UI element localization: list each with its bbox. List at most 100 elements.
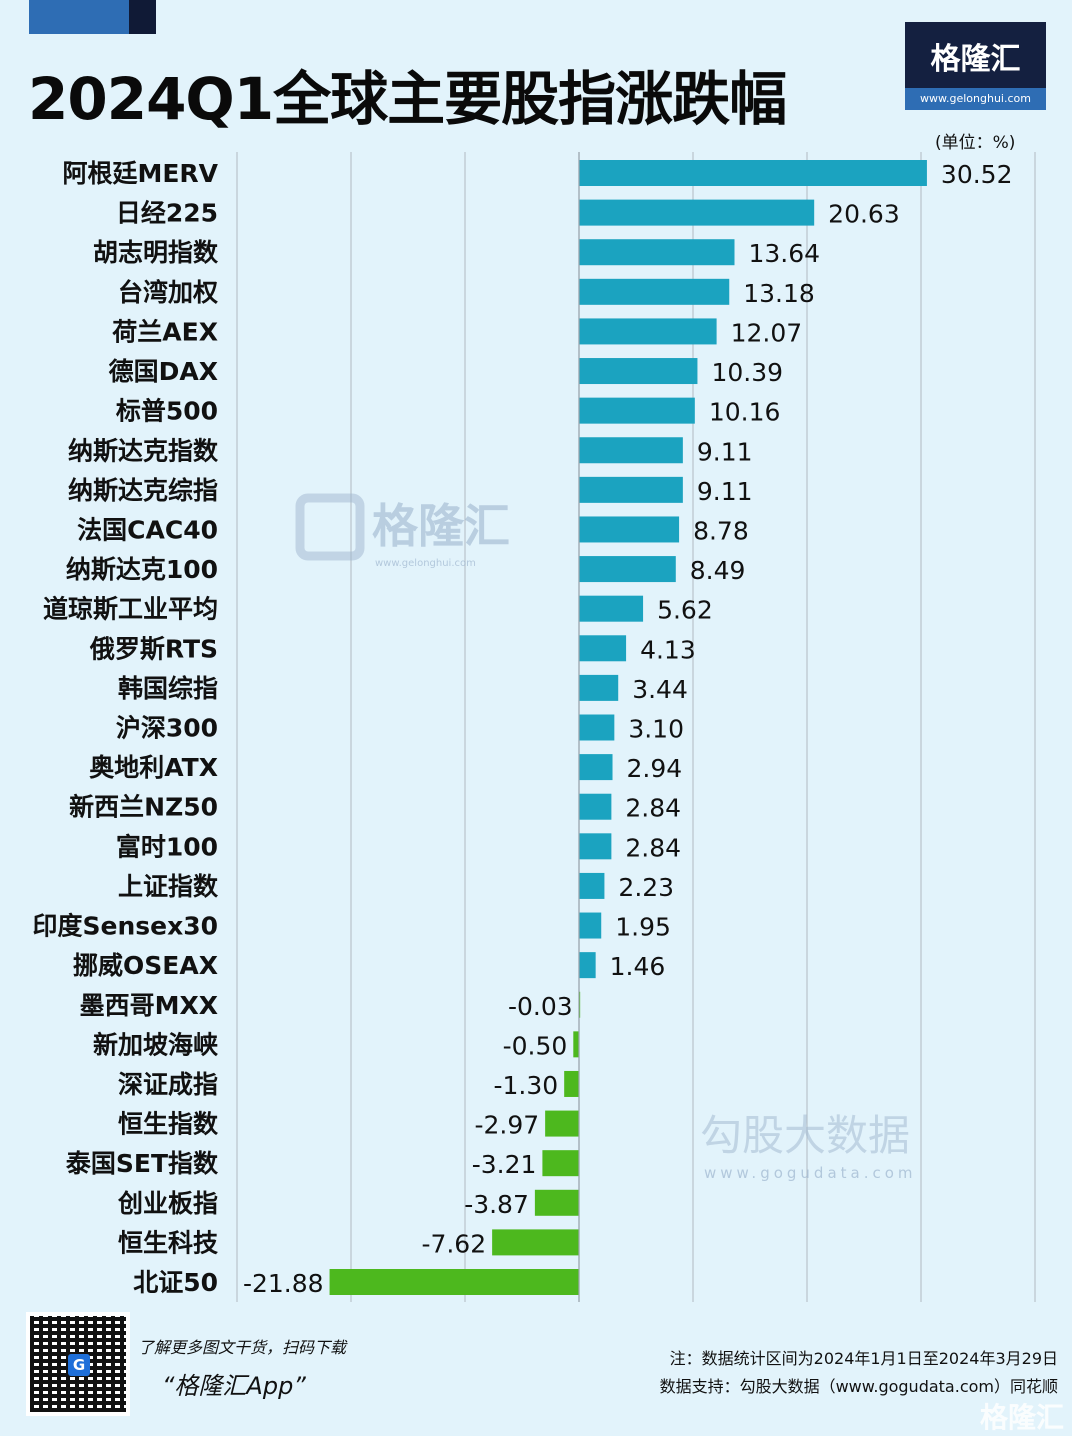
data-label: 9.11 — [697, 477, 753, 506]
logo-brand: 格隆汇 — [930, 42, 1021, 77]
bar — [579, 239, 735, 266]
category-label: 沪深300 — [116, 714, 218, 743]
category-label: 纳斯达克100 — [66, 555, 218, 584]
corner-watermark: 格隆汇 — [979, 1401, 1064, 1434]
chart-title: 2024Q1全球主要股指涨跌幅 — [28, 65, 787, 133]
bar — [579, 476, 683, 503]
category-label: 奥地利ATX — [89, 753, 218, 782]
data-label: 9.11 — [697, 437, 753, 466]
category-label: 恒生科技 — [118, 1228, 218, 1257]
bar — [579, 952, 596, 979]
category-label: 北证50 — [133, 1268, 218, 1297]
category-label: 纳斯达克综指 — [68, 476, 218, 505]
bar — [579, 160, 927, 186]
data-label: -3.21 — [472, 1150, 537, 1179]
data-label: 13.18 — [743, 279, 815, 308]
bar — [579, 397, 695, 424]
qr-code: G — [26, 1312, 130, 1416]
category-label: 俄罗斯RTS — [89, 634, 218, 663]
bar — [579, 358, 698, 385]
bar — [542, 1150, 579, 1177]
bar — [579, 872, 605, 899]
data-label: 2.84 — [625, 794, 681, 823]
bar — [579, 318, 717, 345]
data-label: -7.62 — [421, 1229, 486, 1258]
date-range-note: 注：数据统计区间为2024年1月1日至2024年3月29日 — [669, 1349, 1058, 1368]
header-accent-block — [29, 0, 129, 34]
data-label: 20.63 — [828, 200, 900, 229]
data-label: 12.07 — [731, 318, 803, 347]
logo-url: www.gelonghui.com — [905, 88, 1046, 110]
category-label: 印度Sensex30 — [32, 912, 218, 941]
bar — [579, 437, 683, 464]
data-label: 10.16 — [709, 398, 781, 427]
bar — [564, 1070, 579, 1097]
data-label: -0.03 — [508, 992, 573, 1021]
data-label: 3.10 — [628, 715, 684, 744]
category-label: 创业板指 — [117, 1189, 218, 1218]
data-label: 2.23 — [618, 873, 674, 902]
gelonghui-logo: 格隆汇 www.gelonghui.com — [905, 22, 1046, 110]
data-source-note: 数据支持：勾股大数据（www.gogudata.com）同花顺 — [659, 1377, 1058, 1396]
data-label: 30.52 — [941, 160, 1013, 189]
bar — [579, 278, 730, 305]
app-name: “格隆汇App” — [162, 1372, 306, 1400]
bar — [329, 1269, 579, 1295]
bar — [579, 912, 602, 939]
bar — [579, 833, 612, 860]
category-label: 墨西哥MXX — [80, 991, 218, 1020]
watermark-gogudata: 勾股大数据 — [700, 1111, 910, 1160]
bar — [579, 595, 644, 622]
category-label: 道琼斯工业平均 — [43, 595, 218, 624]
bar — [579, 793, 612, 820]
bar — [579, 714, 615, 741]
category-label: 富时100 — [116, 832, 218, 861]
bar — [579, 674, 619, 701]
bar — [579, 635, 627, 662]
category-label: 纳斯达克指数 — [68, 436, 219, 465]
unit-label: (单位：%) — [935, 133, 1016, 153]
bar — [534, 1189, 579, 1216]
bar — [579, 516, 680, 543]
data-label: 8.78 — [693, 516, 749, 545]
promo-text: 了解更多图文干货，扫码下载 — [138, 1338, 347, 1357]
data-label: 10.39 — [711, 358, 783, 387]
app-logo-icon: G — [68, 1354, 90, 1376]
category-label: 荷兰AEX — [112, 317, 218, 346]
data-label: -2.97 — [474, 1111, 539, 1140]
category-label: 深证成指 — [118, 1070, 218, 1099]
category-label: 上证指数 — [118, 872, 219, 901]
data-label: -3.87 — [464, 1190, 529, 1219]
watermark-gogudata-url: www.gogudata.com — [704, 1164, 917, 1182]
category-label: 泰国SET指数 — [66, 1149, 219, 1178]
data-label: 13.64 — [748, 239, 820, 268]
category-label: 韩国综指 — [118, 674, 218, 703]
data-label: 5.62 — [657, 596, 713, 625]
category-label: 阿根廷MERV — [62, 159, 218, 188]
category-label: 台湾加权 — [118, 278, 218, 307]
data-label: 3.44 — [632, 675, 688, 704]
header-accent-block-dark — [129, 0, 156, 34]
data-label: -1.30 — [493, 1071, 558, 1100]
category-label: 法国CAC40 — [77, 515, 218, 544]
data-label: 1.46 — [610, 952, 666, 981]
category-label: 德国DAX — [109, 357, 218, 386]
data-label: 1.95 — [615, 913, 671, 942]
bar — [579, 199, 815, 226]
bar — [579, 556, 676, 583]
watermark-gelonghui-url: www.gelonghui.com — [375, 558, 476, 569]
data-label: 8.49 — [690, 556, 746, 585]
data-label: 2.94 — [627, 754, 683, 783]
data-label: -21.88 — [243, 1269, 324, 1298]
bar — [573, 1031, 579, 1058]
category-label: 恒生指数 — [118, 1110, 219, 1139]
category-label: 挪威OSEAX — [73, 951, 218, 980]
bar — [545, 1110, 579, 1137]
category-label: 新加坡海峡 — [93, 1030, 219, 1059]
watermark-gelonghui: 格隆汇 — [372, 499, 510, 553]
category-label: 标普500 — [116, 397, 218, 426]
data-label: -0.50 — [503, 1031, 568, 1060]
category-label: 胡志明指数 — [93, 238, 219, 267]
watermark-logo-icon — [295, 493, 365, 561]
